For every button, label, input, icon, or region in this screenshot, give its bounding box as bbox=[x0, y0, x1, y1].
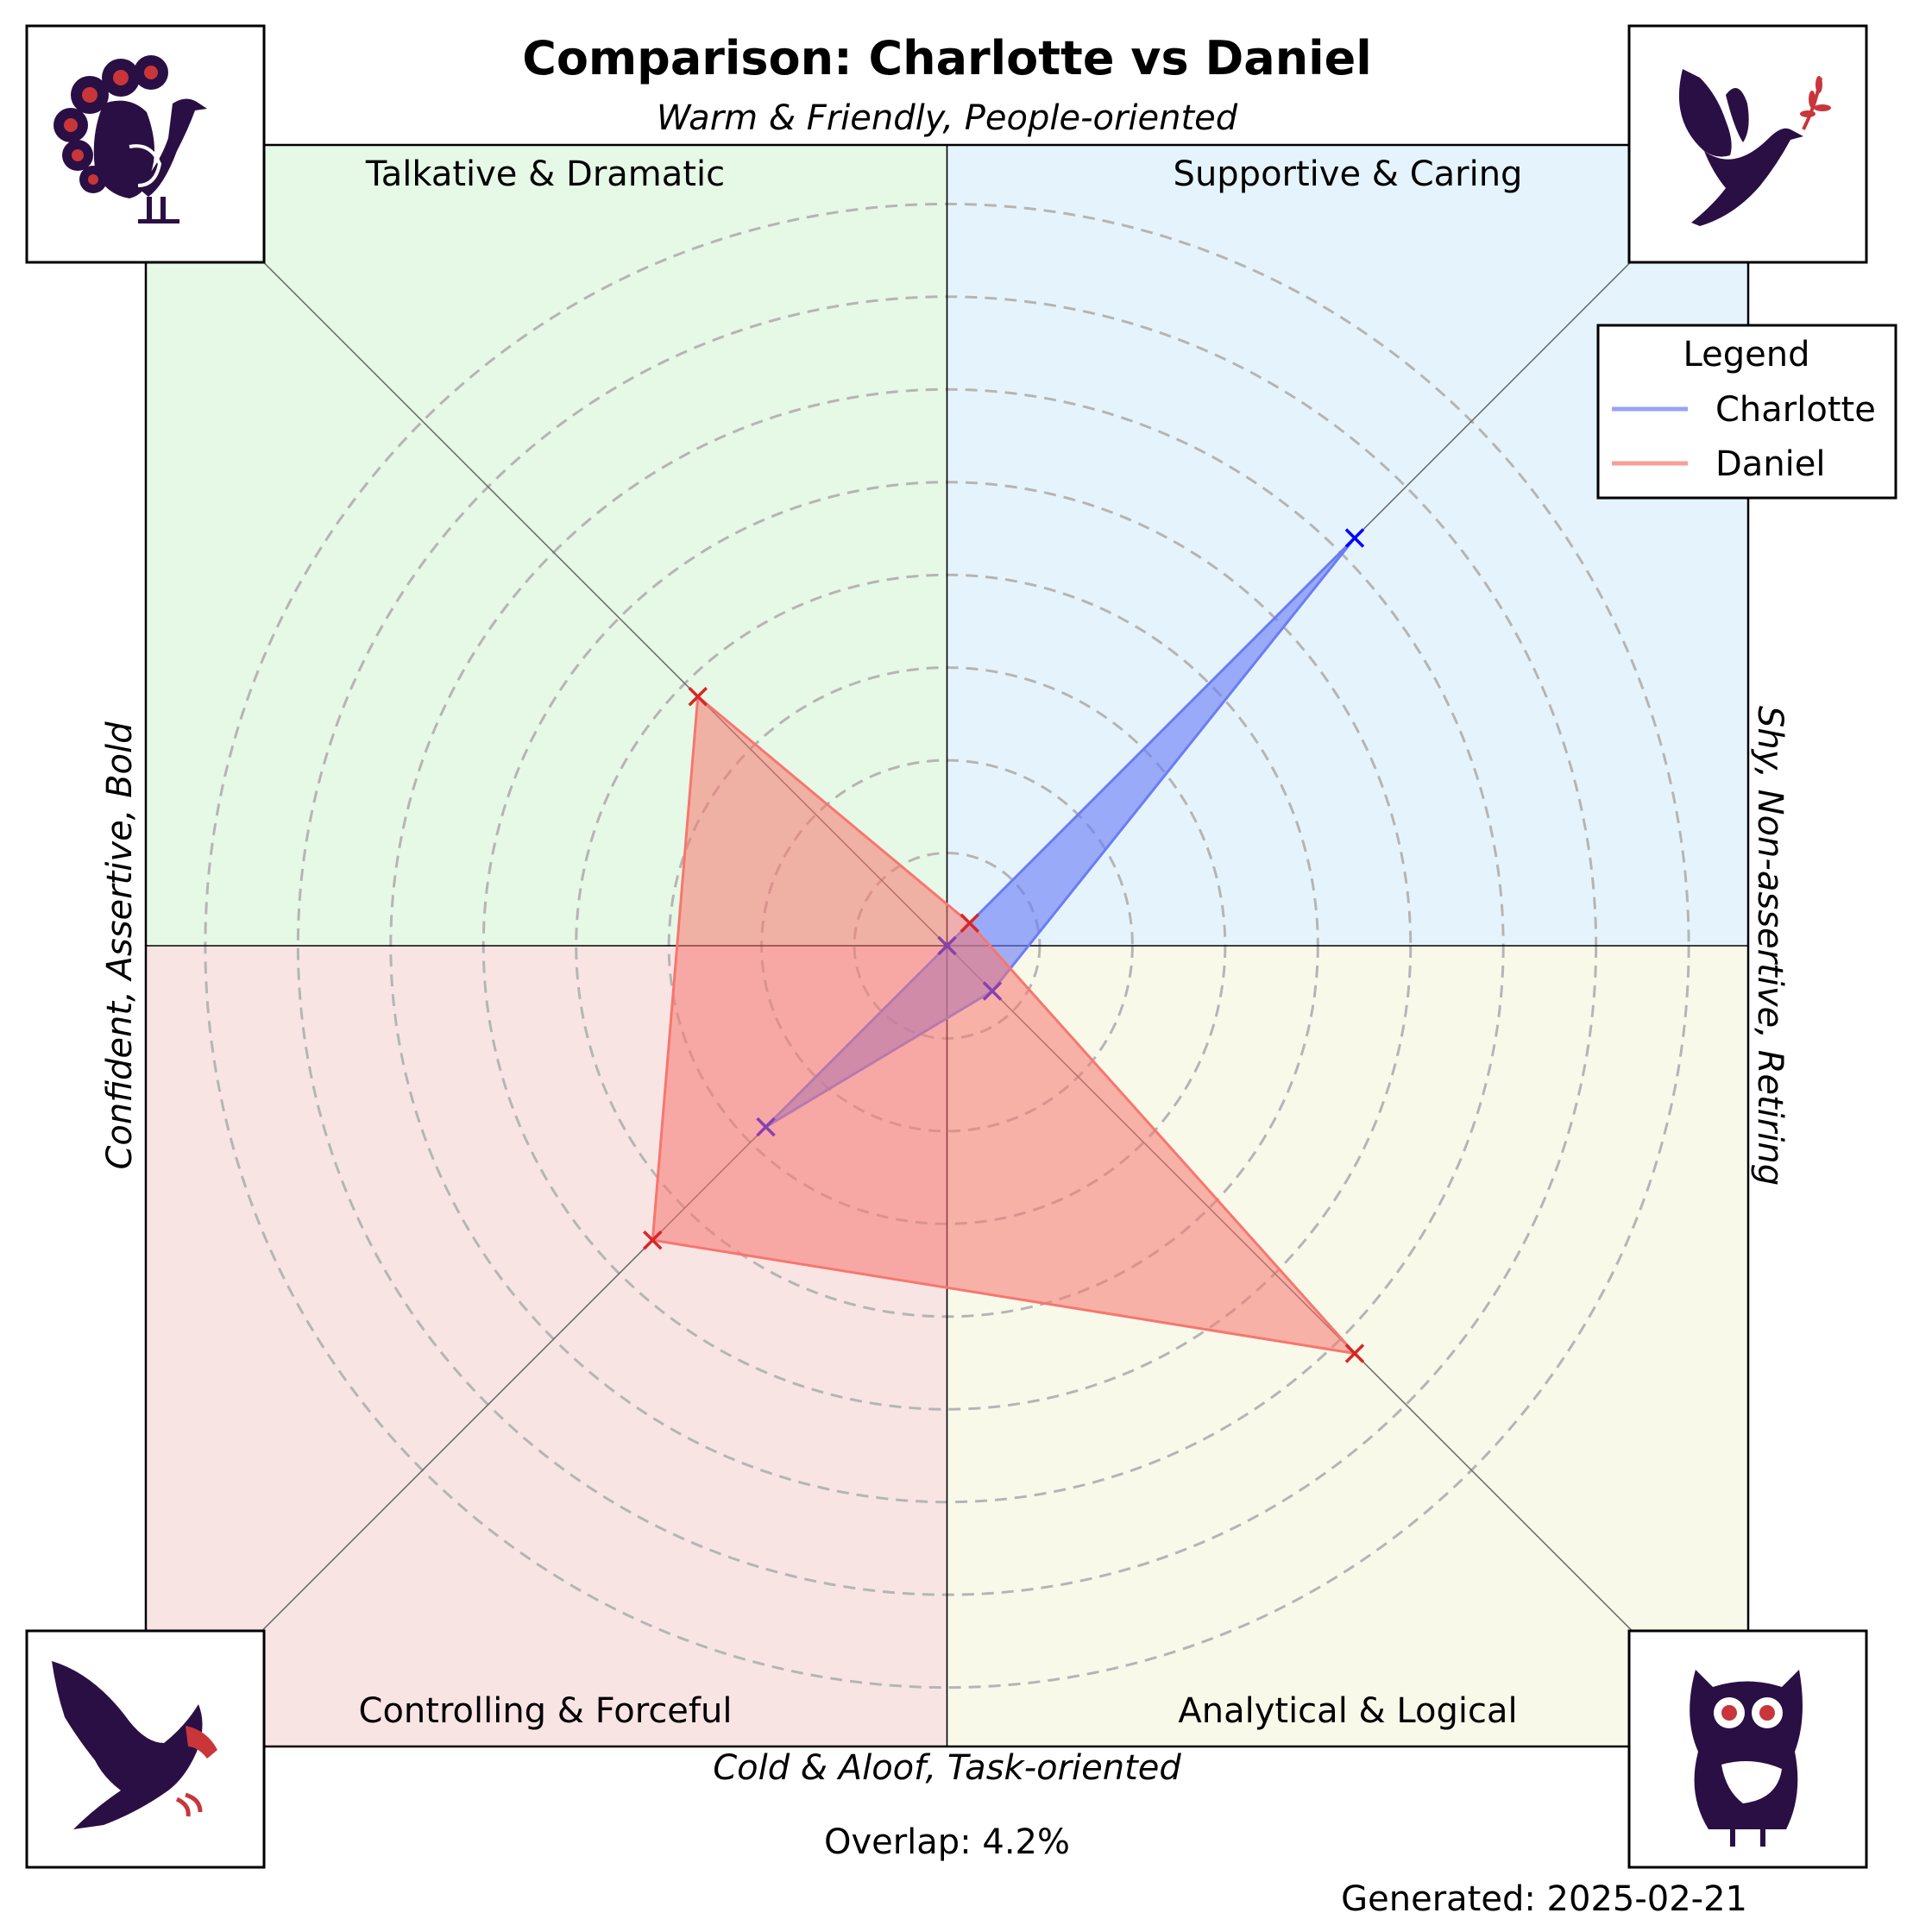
data-point-charlotte bbox=[1344, 528, 1365, 548]
quadrant-label-supportive: Supportive & Caring bbox=[1174, 154, 1523, 194]
owl-icon bbox=[1627, 1629, 1868, 1869]
legend-label-charlotte: Charlotte bbox=[1715, 390, 1876, 430]
plot-frame bbox=[144, 143, 1750, 1748]
axis-label-right: Shy, Non-assertive, Retiring bbox=[1750, 706, 1790, 1186]
axis-label-bottom: Cold & Aloof, Task-oriented bbox=[713, 1748, 1181, 1788]
quadrant-label-analytical: Analytical & Logical bbox=[1178, 1691, 1517, 1731]
data-point-daniel bbox=[960, 913, 979, 933]
legend: Legend Charlotte Daniel bbox=[1596, 324, 1897, 500]
generated-date: Generated: 2025-02-21 bbox=[1341, 1879, 1747, 1919]
peacock-icon bbox=[25, 24, 266, 264]
chart-title: Comparison: Charlotte vs Daniel bbox=[522, 31, 1372, 85]
legend-label-daniel: Daniel bbox=[1715, 444, 1826, 484]
data-point-daniel bbox=[1344, 1344, 1365, 1363]
overlap-text: Overlap: 4.2% bbox=[824, 1822, 1070, 1862]
legend-frame bbox=[1596, 324, 1897, 500]
axis-label-top: Warm & Friendly, People-oriented bbox=[657, 98, 1238, 138]
dove-icon bbox=[1627, 24, 1868, 264]
data-series bbox=[643, 528, 1365, 1363]
axis-label-left: Confident, Assertive, Bold bbox=[100, 721, 140, 1170]
quadrant-label-controlling: Controlling & Forceful bbox=[359, 1691, 733, 1731]
data-point-daniel bbox=[688, 687, 708, 707]
legend-title: Legend bbox=[1683, 335, 1810, 374]
eagle-icon bbox=[25, 1629, 266, 1869]
quadrant-label-talkative: Talkative & Dramatic bbox=[365, 154, 725, 194]
data-point-daniel bbox=[643, 1230, 663, 1250]
